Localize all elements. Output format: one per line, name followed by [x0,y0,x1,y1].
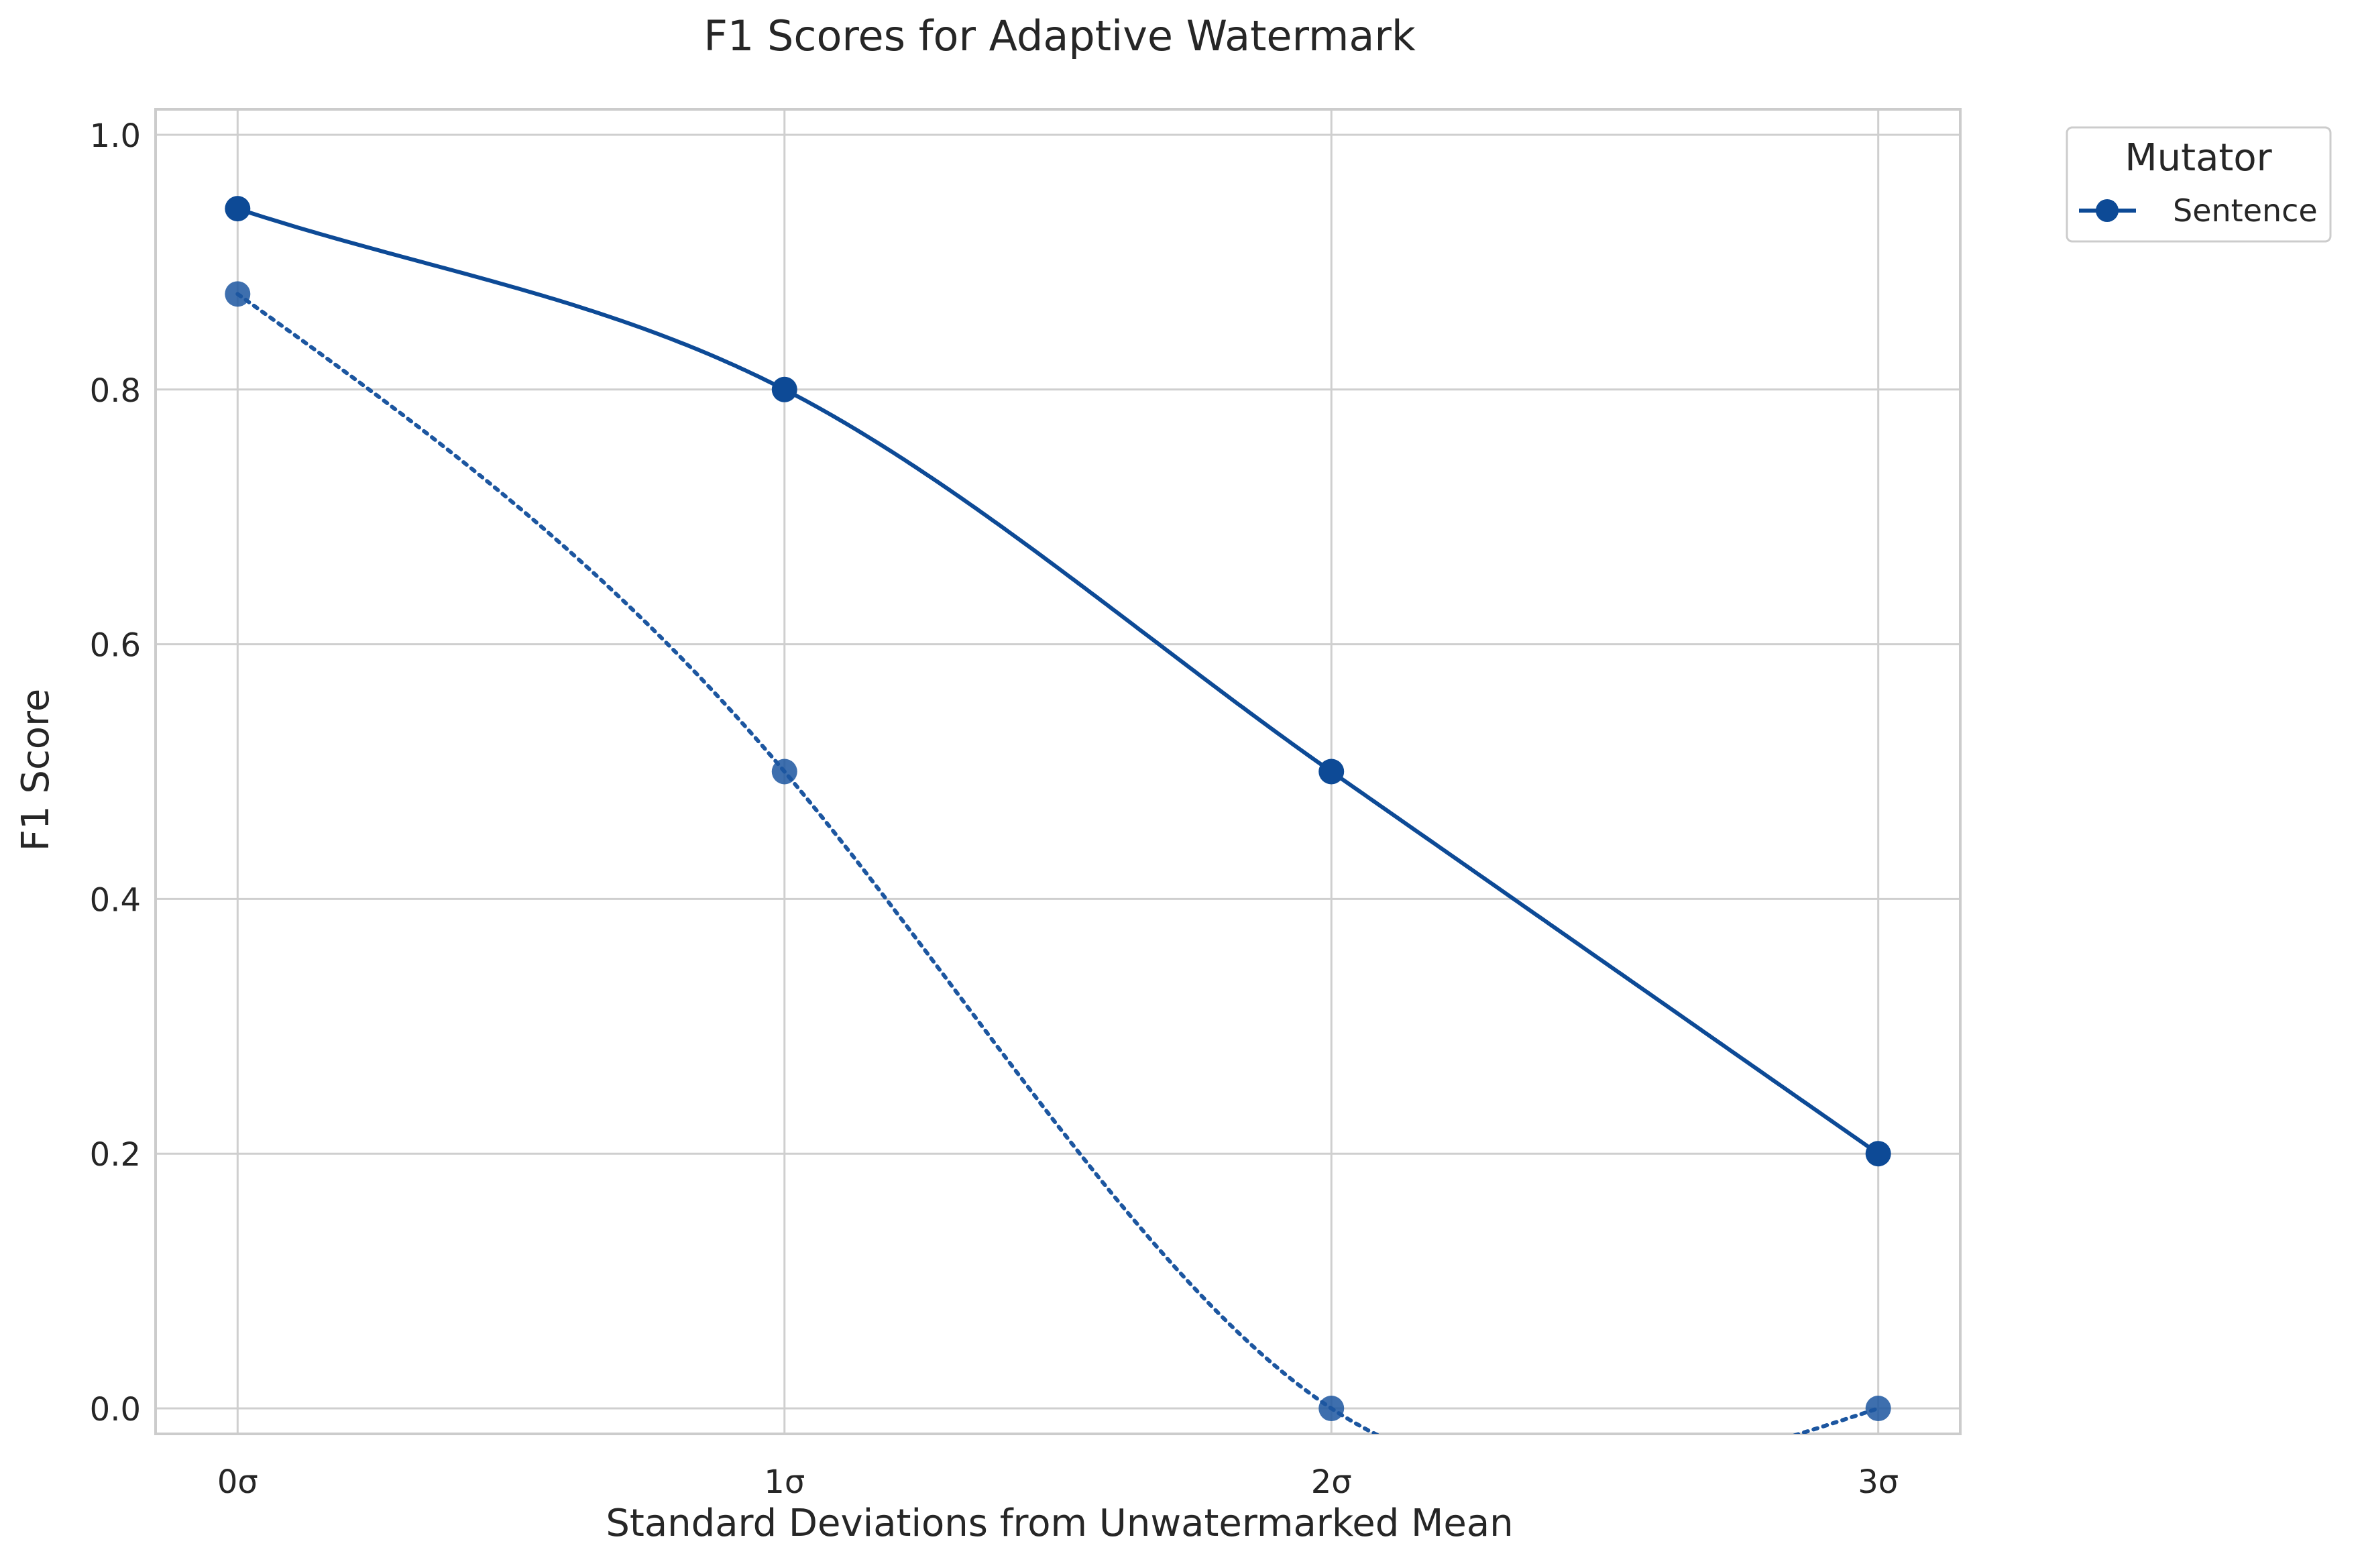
x-tick-label: 3σ [1858,1463,1899,1501]
x-tick-label: 0σ [217,1463,258,1501]
series-2-point [1865,1396,1891,1422]
y-tick-label: 0.4 [90,881,141,919]
y-tick-label: 1.0 [90,117,141,155]
y-tick-label: 0.2 [90,1136,141,1174]
legend-entry-sentence: Sentence [2173,192,2318,229]
series-1-point [1318,759,1345,785]
legend: Mutator Sentence [2066,126,2332,243]
series-1-point [771,376,797,402]
axes-frame [154,108,1962,1435]
y-axis-label: F1 Score [14,689,58,851]
y-tick-label: 0.0 [90,1391,141,1429]
legend-marker [2096,199,2119,222]
legend-title: Mutator [2125,136,2272,180]
plot-area: 0.0 0.2 0.4 0.6 0.8 1.0 0σ 1σ 2σ 3σ [90,108,1962,1501]
series-2-point [225,281,251,307]
x-tick-label: 2σ [1311,1463,1352,1501]
series-2-point [1318,1396,1345,1422]
series-1-point [225,196,251,222]
legend-frame [2066,126,2332,243]
chart-title: F1 Scores for Adaptive Watermark [703,11,1416,60]
y-tick-label: 0.8 [90,372,141,410]
x-axis-label: Standard Deviations from Unwatermarked M… [606,1502,1513,1545]
series-line-1 [237,207,1880,1156]
x-tick-label: 1σ [764,1463,805,1501]
y-tick-label: 0.6 [90,627,141,665]
series-1-point [1865,1141,1891,1167]
series-2-point [771,759,797,785]
series-line-2 [235,292,1880,1434]
